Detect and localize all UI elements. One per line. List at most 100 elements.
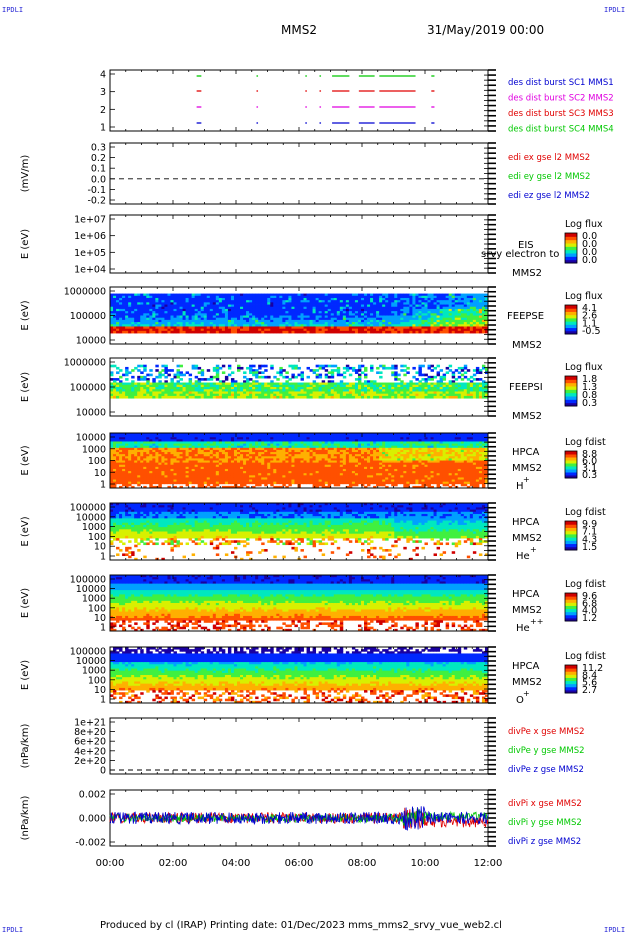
heatmap-cell [240, 322, 244, 325]
heatmap-cell [439, 300, 444, 303]
heatmap-cell [478, 322, 483, 325]
heatmap-cell [267, 295, 271, 299]
heatmap-cell [327, 311, 332, 314]
heatmap-cell [321, 297, 326, 301]
heatmap-cell [336, 311, 341, 314]
heatmap-cell [221, 371, 226, 375]
heatmap-cell [164, 306, 168, 310]
heatmap-cell [370, 315, 374, 319]
heatmap-cell [233, 328, 238, 332]
heatmap-cell [360, 308, 365, 312]
heatmap-cell [185, 330, 190, 334]
heatmap-cell [200, 300, 205, 303]
heatmap-cell [391, 373, 395, 377]
heatmap-cell [267, 300, 271, 303]
heatmap-cell [354, 311, 359, 314]
heatmap-cell [481, 300, 486, 303]
heatmap-cell [113, 315, 117, 319]
heatmap-cell [227, 328, 232, 332]
heatmap-cell [469, 319, 474, 323]
heatmap-cell [200, 391, 205, 395]
heatmap-cell [224, 315, 229, 319]
heatmap-cell [125, 308, 129, 312]
heatmap-cell [400, 304, 404, 308]
heatmap-cell [170, 326, 174, 330]
heatmap-cell [128, 311, 132, 314]
heatmap-cell [342, 324, 347, 327]
heatmap-cell [336, 326, 341, 330]
heatmap-cell [430, 326, 434, 330]
heatmap-cell [134, 295, 138, 299]
edi-ytick-label: -0.1 [87, 185, 106, 196]
heatmap-cell [282, 317, 286, 321]
heatmap-cell [466, 317, 471, 321]
heatmap-cell [218, 306, 223, 310]
heatmap-cell [348, 302, 353, 305]
heatmap-cell [354, 293, 359, 297]
heatmap-cell [143, 326, 147, 330]
heatmap-cell [333, 330, 338, 334]
heatmap-cell [221, 382, 226, 386]
heatmap-cell [261, 302, 265, 305]
heatmap-cell [345, 311, 350, 314]
heatmap-cell [131, 375, 135, 379]
heatmap-cell [212, 304, 217, 308]
heatmap-cell [309, 297, 314, 301]
heatmap-cell [164, 300, 168, 303]
heatmap-cell [137, 315, 141, 319]
heatmap-cell [364, 304, 368, 308]
heatmap-cell [152, 315, 156, 319]
heatmap-cell [400, 324, 404, 327]
edi-ytick-label: 0.3 [91, 143, 106, 154]
heatmap-cell [267, 319, 271, 323]
heatmap-cell [212, 324, 217, 327]
heatmap-cell [364, 328, 368, 332]
heatmap-cell [227, 295, 232, 299]
heatmap-cell [173, 297, 177, 301]
heatmap-cell [321, 366, 326, 370]
heatmap-cell [249, 295, 253, 299]
heatmap-cell [376, 300, 380, 303]
heatmap-cell [146, 322, 150, 325]
heatmap-cell [430, 300, 434, 303]
heatmap-cell [442, 322, 447, 325]
heatmap-cell [327, 300, 332, 303]
heatmap-cell [261, 319, 265, 323]
heatmap-cell [140, 295, 144, 299]
heatmap-cell [167, 308, 171, 312]
heatmap-cell [439, 304, 444, 308]
heatmap-cell [421, 300, 425, 303]
heatmap-cell [167, 481, 171, 485]
heatmap-cell [267, 395, 271, 399]
heatmap-cell [170, 382, 174, 386]
heatmap-cell [345, 322, 350, 325]
heatmap-cell [382, 366, 386, 370]
heatmap-cell [339, 304, 344, 308]
heatmap-cell [158, 382, 162, 386]
heatmap-cell [409, 302, 413, 305]
feepse-ytick-label: 100000 [70, 311, 106, 322]
heatmap-cell [200, 308, 205, 312]
heatmap-cell [215, 328, 220, 332]
heatmap-cell [412, 306, 416, 310]
feepse-colorbar-tick: 4.1 [582, 303, 597, 314]
heatmap-cell [116, 324, 120, 327]
heatmap-cell [227, 302, 232, 305]
heatmap-cell [373, 297, 377, 301]
heatmap-cell [370, 395, 374, 399]
heatmap-cell [376, 366, 380, 370]
heatmap-cell [472, 378, 477, 381]
heatmap-cell [469, 326, 474, 330]
heatmap-cell [155, 304, 159, 308]
heatmap-cell [249, 371, 253, 375]
heatmap-cell [382, 302, 386, 305]
heatmap-cell [291, 293, 295, 297]
heatmap-cell [324, 295, 329, 299]
heatmap-cell [430, 295, 434, 299]
heatmap-cell [164, 324, 168, 327]
heatmap-cell [354, 371, 359, 375]
heatmap-cell [197, 322, 202, 325]
heatmap-cell [173, 384, 177, 388]
heatmap-cell [233, 387, 238, 390]
heatmap-cell [312, 304, 317, 308]
